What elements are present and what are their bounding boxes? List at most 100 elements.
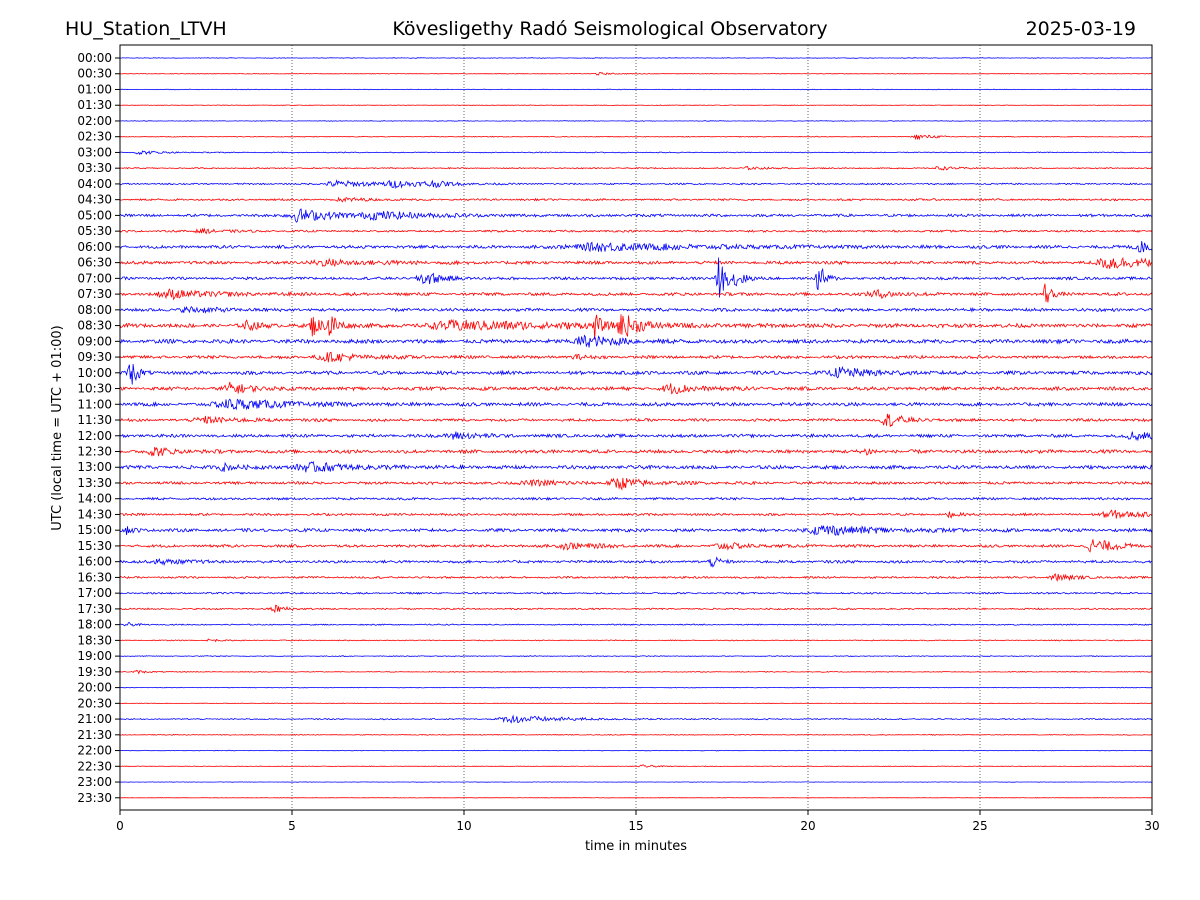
y-tick-label: 23:30 xyxy=(77,791,112,805)
trace-row-0200 xyxy=(119,120,1152,122)
y-tick-label: 08:00 xyxy=(77,303,112,317)
x-tick-label: 15 xyxy=(628,819,643,833)
trace-row-1330 xyxy=(119,477,1153,491)
y-tick-label: 12:00 xyxy=(77,429,112,443)
seismogram-traces xyxy=(119,57,1153,799)
x-axis-ticks: 0 5 10 15 20 25 30 xyxy=(116,810,1160,833)
trace-row-2030 xyxy=(119,702,1153,705)
y-tick-label: 10:00 xyxy=(77,366,112,380)
y-tick-label: 15:30 xyxy=(77,539,112,553)
y-tick-label: 05:00 xyxy=(77,208,112,222)
y-tick-label: 04:30 xyxy=(77,193,112,207)
y-tick-label: 08:30 xyxy=(77,319,112,333)
y-tick-label: 18:00 xyxy=(77,618,112,632)
trace-row-1500 xyxy=(119,525,1153,536)
trace-row-2130 xyxy=(119,733,1153,736)
trace-row-2230 xyxy=(120,764,1153,768)
y-tick-label: 14:30 xyxy=(77,507,112,521)
trace-row-1730 xyxy=(119,604,1153,614)
trace-row-1800 xyxy=(120,622,1153,627)
x-tick-label: 10 xyxy=(456,819,471,833)
y-tick-label: 19:00 xyxy=(77,649,112,663)
trace-row-0530 xyxy=(119,227,1153,235)
y-tick-label: 17:00 xyxy=(77,586,112,600)
trace-row-0000 xyxy=(119,57,1153,59)
y-tick-label: 00:00 xyxy=(77,51,112,65)
trace-row-1200 xyxy=(119,431,1153,442)
trace-row-1000 xyxy=(119,363,1153,385)
trace-row-0930 xyxy=(119,351,1153,363)
y-tick-label: 20:00 xyxy=(77,681,112,695)
trace-row-1030 xyxy=(119,381,1152,395)
y-tick-label: 05:30 xyxy=(77,224,112,238)
trace-row-1530 xyxy=(119,539,1153,553)
trace-row-0330 xyxy=(119,165,1152,171)
trace-row-0630 xyxy=(119,256,1153,270)
observatory-title: Kövesligethy Radó Seismological Observat… xyxy=(392,18,827,40)
trace-row-2100 xyxy=(119,714,1153,724)
trace-row-1830 xyxy=(119,638,1153,643)
y-tick-label: 09:00 xyxy=(77,334,112,348)
x-tick-label: 30 xyxy=(1144,819,1159,833)
y-tick-label: 17:30 xyxy=(77,602,112,616)
trace-row-1230 xyxy=(119,446,1153,457)
trace-row-0500 xyxy=(119,208,1153,223)
trace-row-0800 xyxy=(119,305,1153,314)
y-tick-label: 02:00 xyxy=(77,114,112,128)
y-tick-label: 13:30 xyxy=(77,476,112,490)
y-tick-label: 16:30 xyxy=(77,570,112,584)
trace-row-0100 xyxy=(119,88,1152,91)
trace-row-1930 xyxy=(119,669,1153,675)
trace-row-1900 xyxy=(119,655,1153,657)
trace-row-0300 xyxy=(119,150,1153,156)
x-axis-label: time in minutes xyxy=(585,839,687,854)
y-tick-label: 16:00 xyxy=(77,555,112,569)
y-tick-label: 10:30 xyxy=(77,382,112,396)
y-tick-label: 22:30 xyxy=(77,759,112,773)
x-tick-label: 20 xyxy=(800,819,815,833)
trace-row-1630 xyxy=(119,573,1153,583)
y-tick-label: 11:00 xyxy=(77,397,112,411)
y-tick-label: 01:30 xyxy=(77,98,112,112)
y-tick-label: 07:00 xyxy=(77,271,112,285)
trace-row-0830 xyxy=(119,314,1153,340)
trace-row-1300 xyxy=(119,461,1153,473)
y-tick-label: 03:00 xyxy=(77,145,112,159)
y-tick-label: 06:00 xyxy=(77,240,112,254)
trace-row-0730 xyxy=(119,283,1153,303)
trace-row-2200 xyxy=(120,749,1152,752)
trace-row-1400 xyxy=(119,496,1153,501)
trace-row-0230 xyxy=(119,134,1152,141)
y-tick-label: 00:30 xyxy=(77,67,112,81)
trace-row-0400 xyxy=(119,179,1153,190)
trace-row-1100 xyxy=(119,398,1153,411)
y-tick-label: 21:30 xyxy=(77,728,112,742)
trace-row-0030 xyxy=(119,71,1153,76)
trace-row-1700 xyxy=(119,591,1153,595)
trace-row-1430 xyxy=(119,509,1153,519)
trace-row-0900 xyxy=(119,334,1153,348)
trace-row-1600 xyxy=(119,556,1153,568)
y-tick-label: 11:30 xyxy=(77,413,112,427)
trace-row-1130 xyxy=(119,413,1153,428)
y-tick-label: 21:00 xyxy=(77,712,112,726)
y-tick-label: 02:30 xyxy=(77,130,112,144)
y-tick-label: 23:00 xyxy=(77,775,112,789)
x-tick-label: 0 xyxy=(116,819,124,833)
x-tick-label: 25 xyxy=(972,819,987,833)
x-tick-label: 5 xyxy=(288,819,296,833)
y-tick-label: 07:30 xyxy=(77,287,112,301)
y-tick-label: 06:30 xyxy=(77,256,112,270)
y-tick-label: 03:30 xyxy=(77,161,112,175)
y-axis-label: UTC (local time = UTC + 01:00) xyxy=(50,325,65,530)
y-tick-label: 18:30 xyxy=(77,633,112,647)
y-tick-label: 01:00 xyxy=(77,82,112,96)
trace-row-0430 xyxy=(119,196,1153,203)
y-tick-label: 12:30 xyxy=(77,445,112,459)
y-tick-label: 15:00 xyxy=(77,523,112,537)
y-tick-label: 04:00 xyxy=(77,177,112,191)
trace-row-0700 xyxy=(119,257,1153,298)
